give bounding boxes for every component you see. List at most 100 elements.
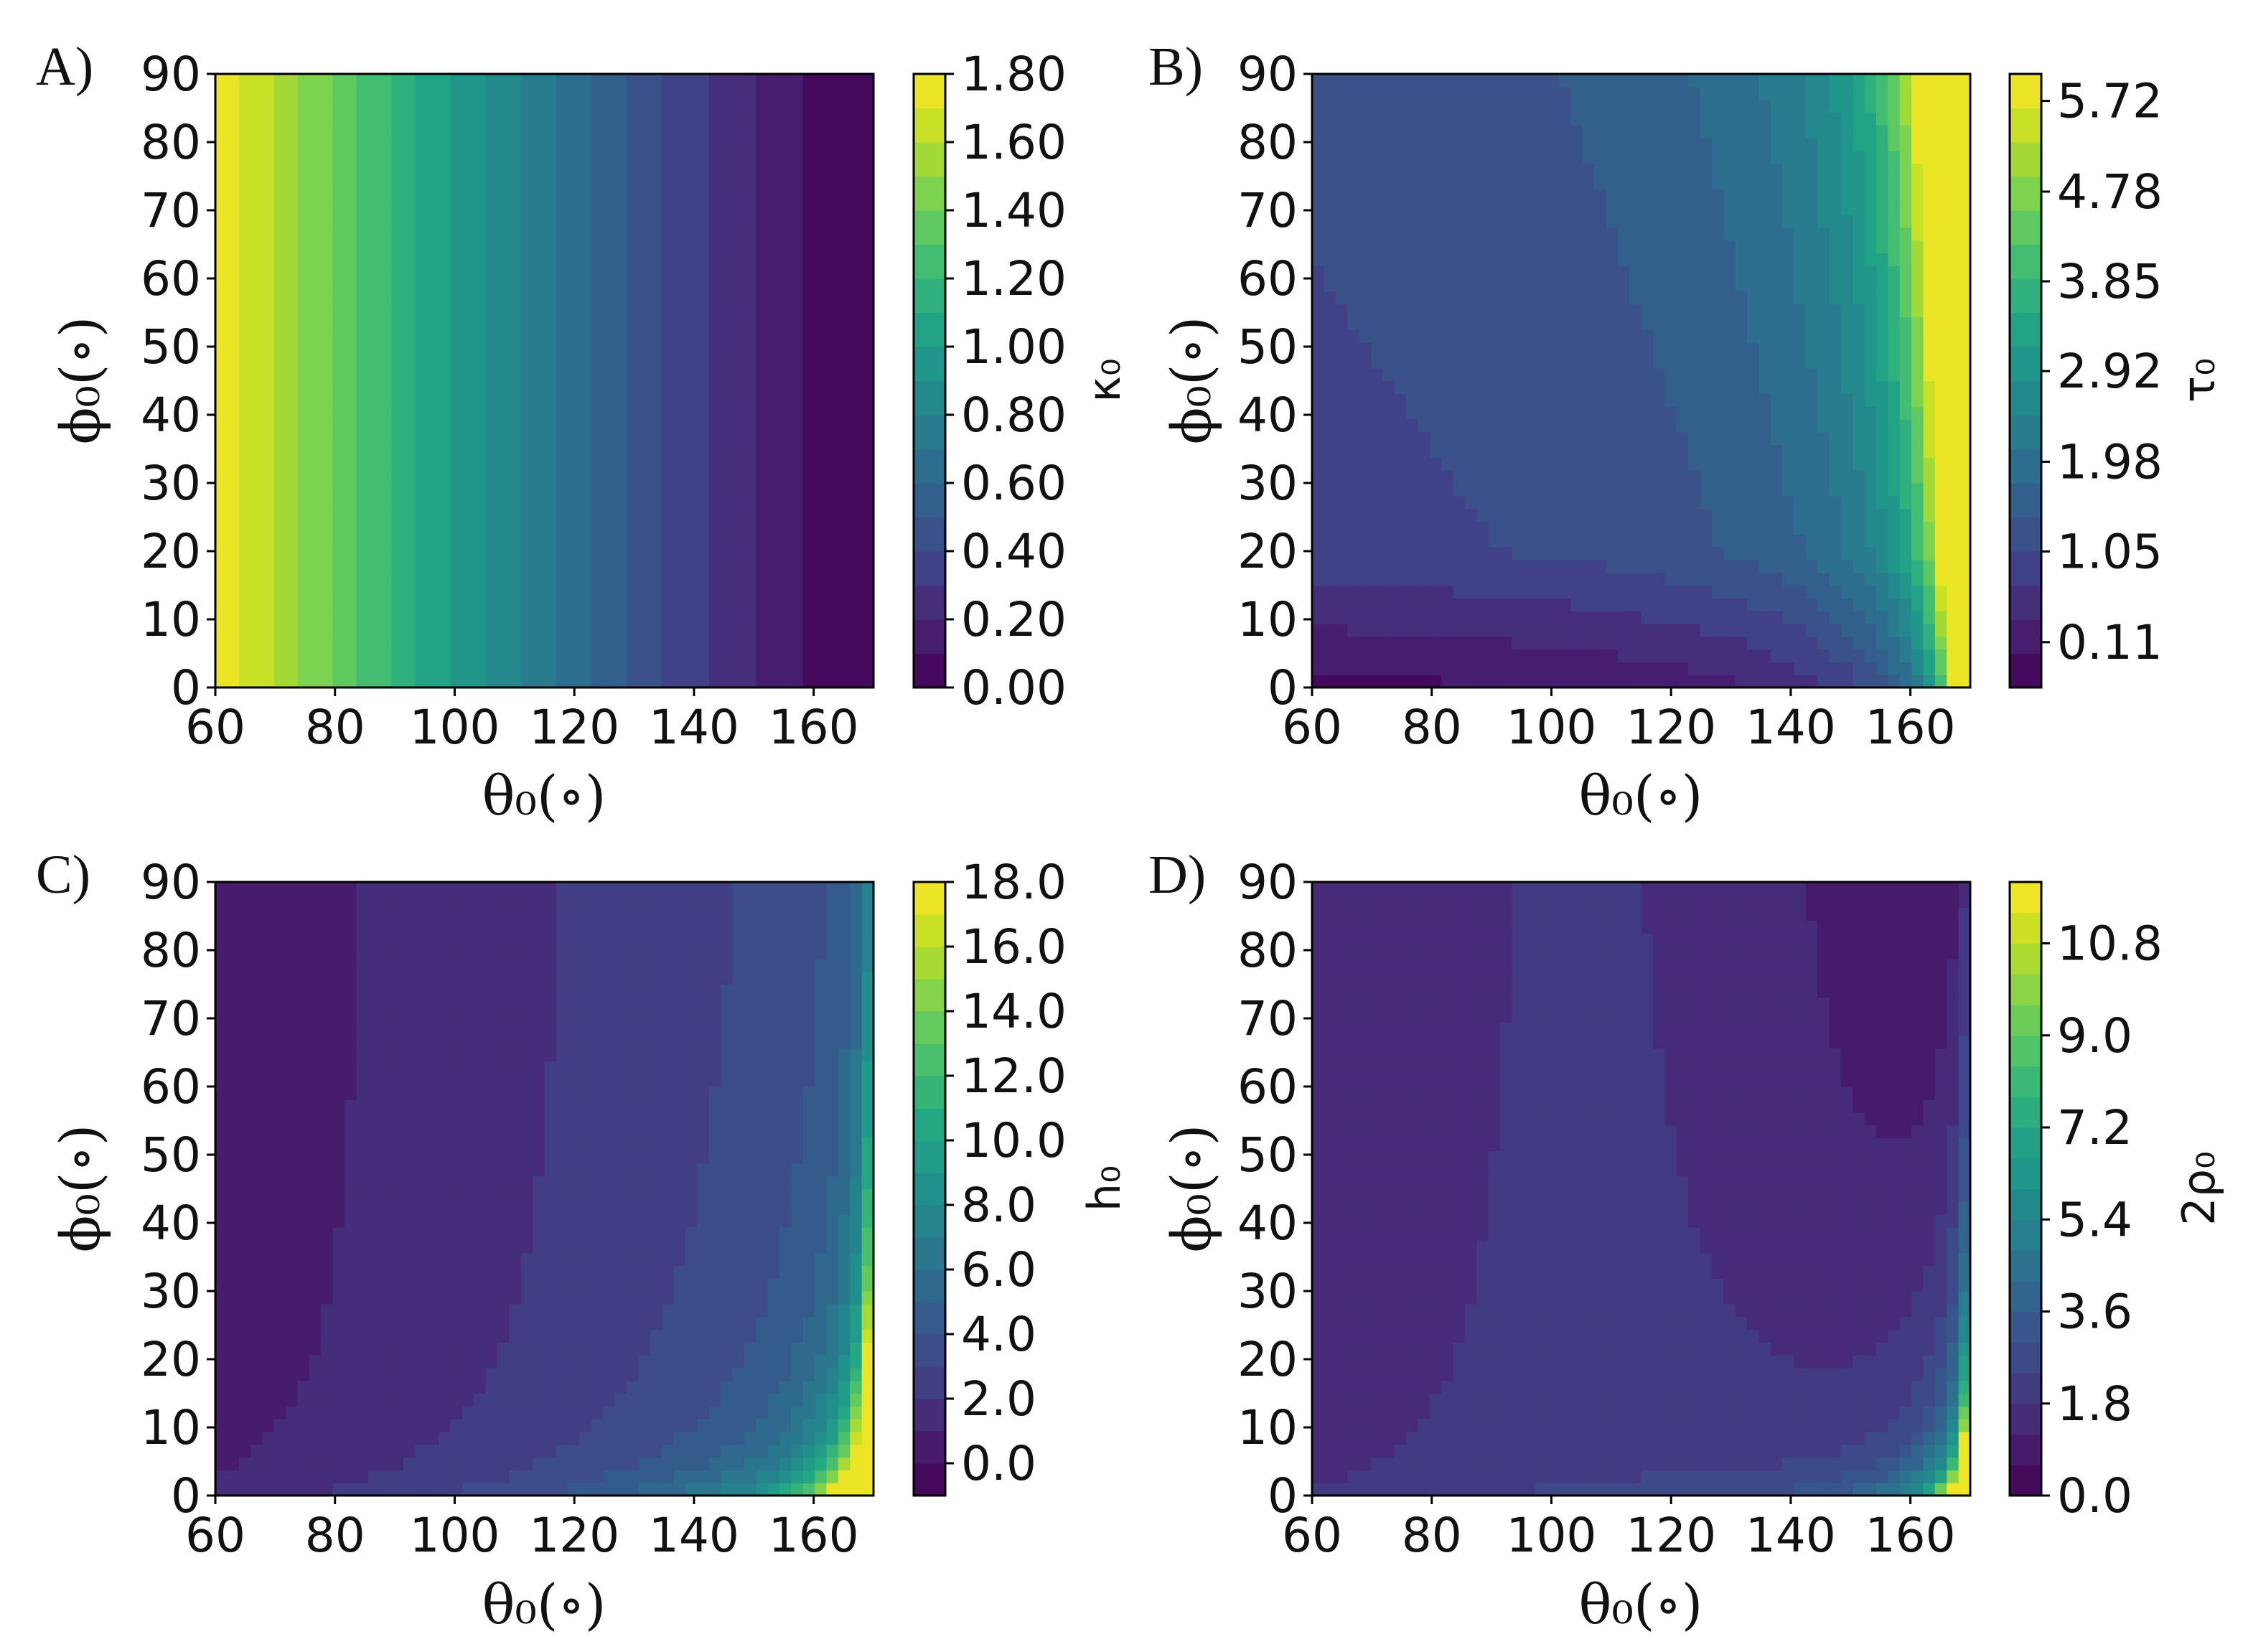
panel-a-heatmap-cell [309,636,322,650]
panel-b-heatmap-cell [1641,444,1654,459]
panel-b-heatmap-cell [1911,662,1924,675]
panel-b-heatmap-cell [1512,457,1525,471]
panel-b-heatmap-cell [1370,675,1383,687]
panel-a-heatmap-cell [627,214,640,228]
panel-b-heatmap-cell [1840,316,1853,330]
panel-a-heatmap-cell [497,291,510,305]
panel-a-heatmap-cell [391,74,404,88]
panel-b-heatmap-cell [1547,598,1560,611]
panel-a-heatmap-cell [485,367,498,382]
panel-a-heatmap-cell [215,304,228,318]
panel-a-heatmap-cell [685,253,698,266]
panel-a-heatmap-cell [497,227,510,241]
panel-a-heatmap-cell [250,675,263,687]
panel-b-heatmap-cell [1947,598,1959,611]
panel-b-heatmap-cell [1488,367,1501,382]
panel-b-heatmap-cell [1899,521,1912,535]
panel-a-heatmap-cell [579,176,592,190]
panel-b-heatmap-cell [1817,214,1830,228]
panel-b-heatmap-cell [1700,444,1713,459]
panel-b-heatmap-cell [1794,585,1807,599]
panel-a-heatmap-cell [697,304,710,318]
panel-b-heatmap-cell [1758,342,1771,356]
panel-b-heatmap-cell [1829,214,1842,228]
panel-a-heatmap-cell [238,444,251,459]
panel-a-heatmap-cell [309,649,322,663]
panel-b-heatmap-cell [1817,253,1830,266]
panel-a-heatmap-cell [250,240,263,254]
panel-a-heatmap-cell [533,86,545,100]
panel-b-heatmap-cell [1770,585,1783,599]
panel-b-heatmap-cell [1629,572,1642,586]
panel-a-heatmap-cell [721,74,734,88]
panel-b-heatmap-cell [1664,559,1677,573]
panel-b-heatmap-cell [1464,649,1477,663]
panel-b-heatmap-cell [1429,418,1442,433]
panel-a-heatmap-cell [697,662,710,675]
panel-a-heatmap-cell [450,559,463,573]
panel-a-heatmap-cell [662,547,675,560]
panel-b-heatmap-cell [1853,266,1865,279]
panel-a-heatmap-cell [650,636,662,650]
panel-a-heatmap-cell [380,99,393,113]
panel-a-heatmap-cell [520,521,533,535]
panel-b-heatmap-cell [1923,329,1936,343]
panel-a-heatmap-cell [238,342,251,356]
panel-b-heatmap-cell [1805,342,1818,356]
panel-b-heatmap-cell [1794,623,1807,637]
panel-a-heatmap-cell [708,227,721,241]
panel-b-heatmap-cell [1641,278,1654,292]
panel-b-heatmap-cell [1958,227,1970,241]
panel-a-heatmap-cell [732,611,745,624]
panel-a-heatmap-cell [380,176,393,190]
panel-b-heatmap-cell [1746,572,1759,586]
panel-b-heatmap-cell [1512,431,1525,446]
panel-a-heatmap-cell [662,662,675,675]
panel-a-heatmap-cell [215,316,228,330]
panel-a-heatmap-cell [485,227,498,241]
panel-a-heatmap-cell [591,291,604,305]
panel-a-heatmap-cell [861,495,874,510]
panel-b-heatmap-cell [1370,649,1383,663]
panel-a-heatmap-cell [756,316,769,330]
panel-a-heatmap-cell [779,266,792,279]
panel-a-heatmap-cell [802,355,815,369]
panel-a-heatmap-cell [591,74,604,88]
panel-a-heatmap-cell [779,495,792,510]
panel-b-heatmap-cell [1464,240,1477,254]
panel-b-heatmap-cell [1500,534,1513,548]
panel-b-heatmap-cell [1958,636,1970,650]
panel-b-heatmap-cell [1429,240,1442,254]
panel-a-heatmap-cell [403,393,416,407]
panel-a-heatmap-cell [273,112,286,126]
panel-a-heatmap-cell [520,253,533,266]
panel-a-heatmap-cell [426,329,439,343]
panel-a-heatmap-cell [497,150,510,164]
panel-b-heatmap-cell [1441,367,1454,382]
panel-b-heatmap-cell [1958,304,1970,318]
panel-a-heatmap-cell [591,585,604,599]
panel-a-heatmap-cell [509,202,522,215]
panel-b-heatmap-cell [1700,495,1713,510]
panel-b-heatmap-cell [1629,304,1642,318]
panel-b-heatmap-cell [1934,304,1947,318]
panel-a-heatmap-cell [426,457,439,471]
panel-b-heatmap-cell [1688,508,1701,522]
panel-a-heatmap-cell [579,418,592,433]
panel-b-heatmap-cell [1911,585,1924,599]
panel-b-heatmap-cell [1899,367,1912,382]
panel-b-heatmap-cell [1429,534,1442,548]
panel-b-heatmap-cell [1723,585,1736,599]
panel-b-heatmap-cell [1523,227,1536,241]
panel-a-heatmap-cell [309,227,322,241]
panel-a-heatmap-cell [650,150,662,164]
panel-a-heatmap-cell [321,662,334,675]
panel-b-heatmap-cell [1817,572,1830,586]
panel-a-heatmap-cell [568,431,581,446]
panel-b-heatmap-cell [1335,534,1348,548]
panel-a-heatmap-cell [838,214,851,228]
panel-a-heatmap-cell [838,99,851,113]
panel-a-heatmap-cell [391,112,404,126]
panel-b-heatmap-cell [1794,202,1807,215]
panel-a-heatmap-cell [509,406,522,420]
